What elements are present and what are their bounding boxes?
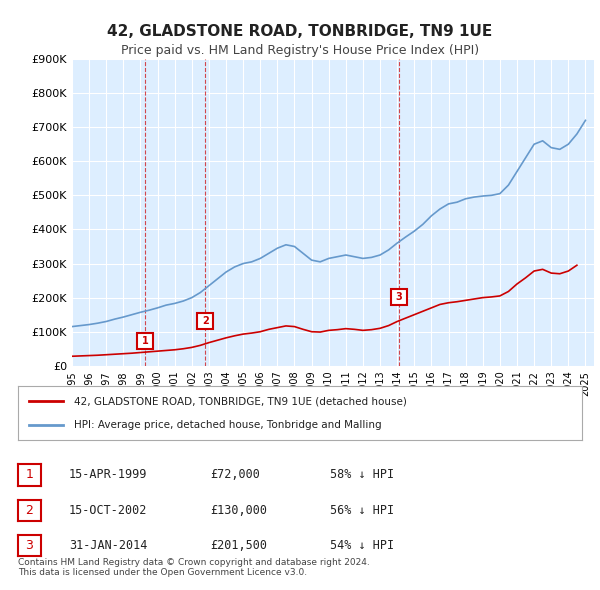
Text: 58% ↓ HPI: 58% ↓ HPI [330, 468, 394, 481]
Text: £130,000: £130,000 [210, 504, 267, 517]
Text: Contains HM Land Registry data © Crown copyright and database right 2024.
This d: Contains HM Land Registry data © Crown c… [18, 558, 370, 577]
Text: 15-APR-1999: 15-APR-1999 [69, 468, 148, 481]
Text: 2: 2 [202, 316, 209, 326]
Text: 54% ↓ HPI: 54% ↓ HPI [330, 539, 394, 552]
Text: 31-JAN-2014: 31-JAN-2014 [69, 539, 148, 552]
Text: 42, GLADSTONE ROAD, TONBRIDGE, TN9 1UE: 42, GLADSTONE ROAD, TONBRIDGE, TN9 1UE [107, 24, 493, 38]
Text: £201,500: £201,500 [210, 539, 267, 552]
Text: 15-OCT-2002: 15-OCT-2002 [69, 504, 148, 517]
Text: HPI: Average price, detached house, Tonbridge and Malling: HPI: Average price, detached house, Tonb… [74, 419, 382, 430]
Text: 1: 1 [142, 336, 149, 346]
Text: 42, GLADSTONE ROAD, TONBRIDGE, TN9 1UE (detached house): 42, GLADSTONE ROAD, TONBRIDGE, TN9 1UE (… [74, 396, 407, 407]
Text: 3: 3 [395, 292, 402, 302]
Text: 1: 1 [25, 468, 34, 481]
Text: 2: 2 [25, 504, 34, 517]
Text: Price paid vs. HM Land Registry's House Price Index (HPI): Price paid vs. HM Land Registry's House … [121, 44, 479, 57]
Text: 56% ↓ HPI: 56% ↓ HPI [330, 504, 394, 517]
Text: £72,000: £72,000 [210, 468, 260, 481]
Text: 3: 3 [25, 539, 34, 552]
